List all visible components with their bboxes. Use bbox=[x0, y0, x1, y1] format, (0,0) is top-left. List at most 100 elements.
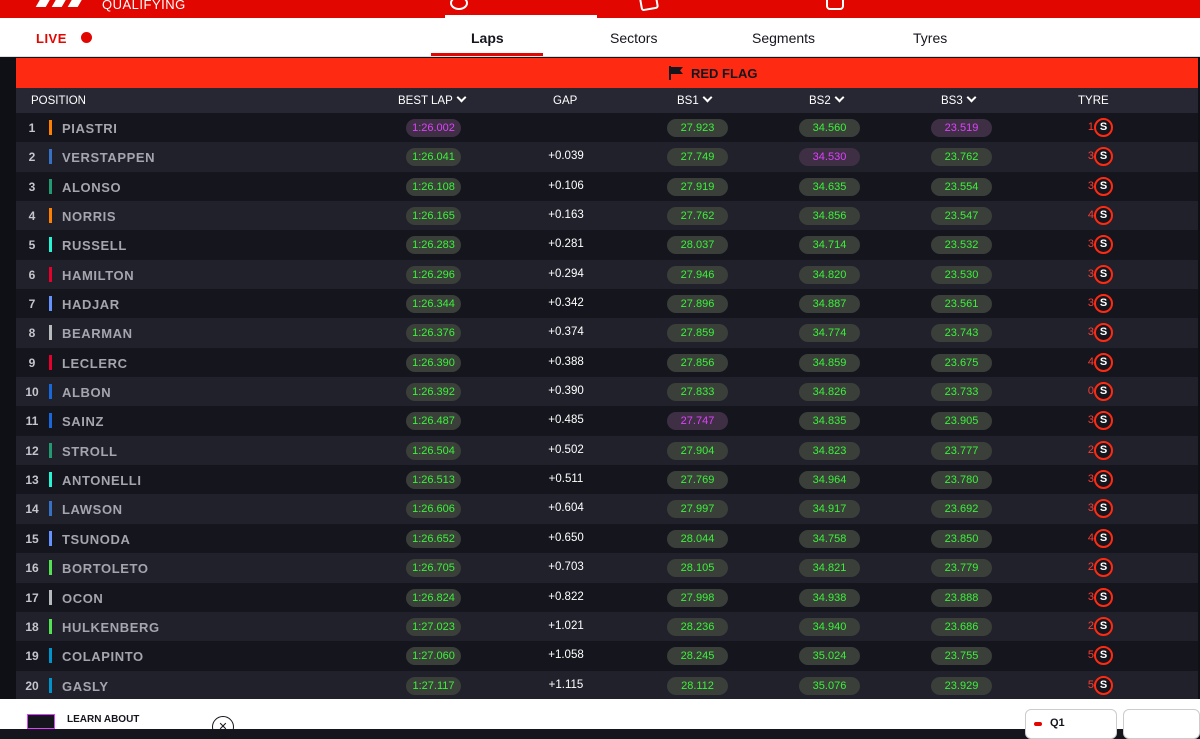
tyre-soft-icon: S bbox=[1094, 675, 1113, 695]
col-bs3[interactable]: BS3 bbox=[941, 92, 977, 107]
lap-time: 1:26.165 bbox=[406, 207, 461, 226]
tab-laps[interactable]: Laps bbox=[471, 30, 504, 46]
table-row[interactable]: 17 OCON 1:26.824 +0.822 27.998 34.938 23.888 3 S bbox=[16, 582, 1198, 612]
table-row[interactable]: 6 HAMILTON 1:26.296 +0.294 27.946 34.820 23.53… bbox=[16, 259, 1198, 290]
position-number: 19 bbox=[25, 649, 39, 664]
leaderboard-icon bbox=[450, 0, 468, 10]
driver-name: NORRIS bbox=[62, 209, 117, 225]
col-gap: GAP bbox=[553, 95, 578, 107]
position-number: 12 bbox=[25, 443, 39, 458]
table-row[interactable]: 8 BEARMAN 1:26.376 +0.374 27.859 34.774 23.743… bbox=[16, 318, 1198, 348]
bs3-time: 23.777 bbox=[931, 441, 992, 460]
driver-name: LAWSON bbox=[62, 502, 123, 518]
table-row[interactable]: 15 TSUNODA 1:26.652 +0.650 28.044 34.758 23.85… bbox=[16, 523, 1198, 554]
active-tab-underline bbox=[431, 53, 543, 56]
bs2-time: 34.887 bbox=[799, 295, 860, 314]
tyre-laps: 3 bbox=[1087, 502, 1094, 515]
col-best-lap[interactable]: BEST LAP bbox=[398, 92, 467, 107]
table-row[interactable]: 7 HADJAR 1:26.344 +0.342 27.896 34.887 23.561 3… bbox=[16, 289, 1198, 319]
table-row[interactable]: 16 BORTOLETO 1:26.705 +0.703 28.105 34.821 23.… bbox=[16, 553, 1198, 583]
tyre-laps: 3 bbox=[1087, 267, 1094, 280]
tab-tyres[interactable]: Tyres bbox=[913, 30, 948, 46]
gap-value: +0.822 bbox=[548, 590, 584, 603]
position-number: 18 bbox=[25, 619, 39, 634]
gap-value: +0.485 bbox=[548, 414, 584, 427]
bs3-time: 23.780 bbox=[931, 471, 992, 490]
lap-time: 1:26.041 bbox=[406, 148, 461, 167]
position-number: 4 bbox=[28, 209, 36, 224]
table-row[interactable]: 2 VERSTAPPEN 1:26.041 +0.039 27.749 34.530 23.… bbox=[16, 142, 1198, 172]
secondary-card[interactable] bbox=[1123, 709, 1200, 739]
top-tab-driver-tracker[interactable] bbox=[638, 0, 666, 12]
tyre-soft-icon: S bbox=[1094, 411, 1113, 431]
bs3-time: 23.762 bbox=[931, 148, 992, 167]
bs2-time: 34.826 bbox=[799, 383, 860, 402]
table-row[interactable]: 20 GASLY 1:27.117 +1.115 28.112 35.076 23.929 5… bbox=[16, 670, 1198, 700]
table-row[interactable]: 4 NORRIS 1:26.165 +0.163 27.762 34.856 23.547 4… bbox=[16, 201, 1198, 231]
bs3-time: 23.692 bbox=[931, 500, 992, 519]
lap-time: 1:26.344 bbox=[406, 295, 461, 314]
tyre-laps: 3 bbox=[1087, 297, 1094, 310]
tab-sectors[interactable]: Sectors bbox=[610, 30, 658, 46]
bs2-time: 34.530 bbox=[799, 148, 860, 167]
bs1-time: 27.896 bbox=[667, 295, 728, 314]
lap-time: 1:26.606 bbox=[406, 500, 461, 519]
driver-name: BORTOLETO bbox=[62, 561, 149, 577]
lap-time: 1:26.513 bbox=[406, 471, 461, 490]
top-tab-leaderboard[interactable] bbox=[450, 0, 476, 10]
bs3-time: 23.530 bbox=[931, 265, 992, 284]
bs3-time: 23.905 bbox=[931, 412, 992, 431]
table-row[interactable]: 9 LECLERC 1:26.390 +0.388 27.856 34.859 23.675… bbox=[16, 347, 1198, 378]
table-row[interactable]: 19 COLAPINTO 1:27.060 +1.058 28.245 35.024 23.… bbox=[16, 641, 1198, 671]
lap-time: 1:26.392 bbox=[406, 383, 461, 402]
table-row[interactable]: 13 ANTONELLI 1:26.513 +0.511 27.769 34.964 23.… bbox=[16, 465, 1198, 495]
col-bs1[interactable]: BS1 bbox=[677, 92, 713, 107]
bs2-time: 34.758 bbox=[799, 529, 860, 548]
table-row[interactable]: 10 ALBON 1:26.392 +0.390 27.833 34.826 23.733 0… bbox=[16, 377, 1198, 407]
lap-time: 1:26.652 bbox=[406, 529, 461, 548]
f1-logo bbox=[35, 0, 94, 7]
bs1-time: 27.859 bbox=[667, 324, 728, 343]
table-row[interactable]: 18 HULKENBERG 1:27.023 +1.021 28.236 34.940 23… bbox=[16, 611, 1198, 642]
red-flag-label: RED FLAG bbox=[691, 66, 758, 81]
team-color-bar bbox=[49, 413, 52, 429]
table-row[interactable]: 5 RUSSELL 1:26.283 +0.281 28.037 34.714 23.532… bbox=[16, 230, 1198, 260]
team-color-bar bbox=[49, 472, 52, 488]
chevron-down-icon bbox=[456, 92, 467, 103]
col-bs2[interactable]: BS2 bbox=[809, 92, 845, 107]
table-row[interactable]: 14 LAWSON 1:26.606 +0.604 27.997 34.917 23.692… bbox=[16, 494, 1198, 524]
leaderboard-table: 1 PIASTRI 1:26.002 27.923 34.560 23.519 1 S 2 VER… bbox=[16, 113, 1198, 700]
live-indicator-icon bbox=[81, 32, 92, 43]
table-row[interactable]: 12 STROLL 1:26.504 +0.502 27.904 34.823 23.777… bbox=[16, 435, 1198, 466]
promo-text: LEARN ABOUT bbox=[67, 714, 140, 725]
tyre-laps: 5 bbox=[1087, 649, 1094, 662]
chevron-down-icon bbox=[834, 92, 845, 103]
table-row[interactable]: 11 SAINZ 1:26.487 +0.485 27.747 34.835 23.905 3… bbox=[16, 406, 1198, 436]
bs2-time: 34.856 bbox=[799, 207, 860, 226]
tyre-laps: 2 bbox=[1087, 619, 1094, 632]
bs3-time: 23.755 bbox=[931, 647, 992, 666]
left-gutter bbox=[0, 57, 16, 729]
driver-name: HULKENBERG bbox=[62, 619, 160, 635]
table-row[interactable]: 1 PIASTRI 1:26.002 27.923 34.560 23.519 1 S bbox=[16, 113, 1198, 143]
col-bs1-label: BS1 bbox=[677, 95, 699, 107]
bs2-time: 34.820 bbox=[799, 265, 860, 284]
tyre-laps: 2 bbox=[1087, 561, 1094, 574]
tab-segments[interactable]: Segments bbox=[752, 30, 816, 46]
tyre-soft-icon: S bbox=[1094, 558, 1113, 578]
tyre-laps: 5 bbox=[1087, 678, 1094, 691]
position-number: 11 bbox=[25, 414, 39, 429]
tyre-laps: 0 bbox=[1087, 385, 1094, 398]
tyre-laps: 3 bbox=[1087, 590, 1094, 603]
team-color-bar bbox=[49, 384, 52, 400]
position-number: 17 bbox=[25, 590, 39, 605]
session-card-q1[interactable]: Q1 bbox=[1025, 709, 1117, 739]
tyre-soft-icon: S bbox=[1094, 294, 1113, 314]
top-tab-commentary[interactable] bbox=[826, 0, 852, 10]
bs2-time: 34.821 bbox=[799, 559, 860, 578]
close-icon[interactable]: ✕ bbox=[212, 716, 234, 738]
table-row[interactable]: 3 ALONSO 1:26.108 +0.106 27.919 34.635 23.554 3… bbox=[16, 171, 1198, 202]
bs1-time: 28.037 bbox=[667, 236, 728, 255]
bs2-time: 34.560 bbox=[799, 119, 860, 137]
bs2-time: 35.076 bbox=[799, 676, 860, 695]
